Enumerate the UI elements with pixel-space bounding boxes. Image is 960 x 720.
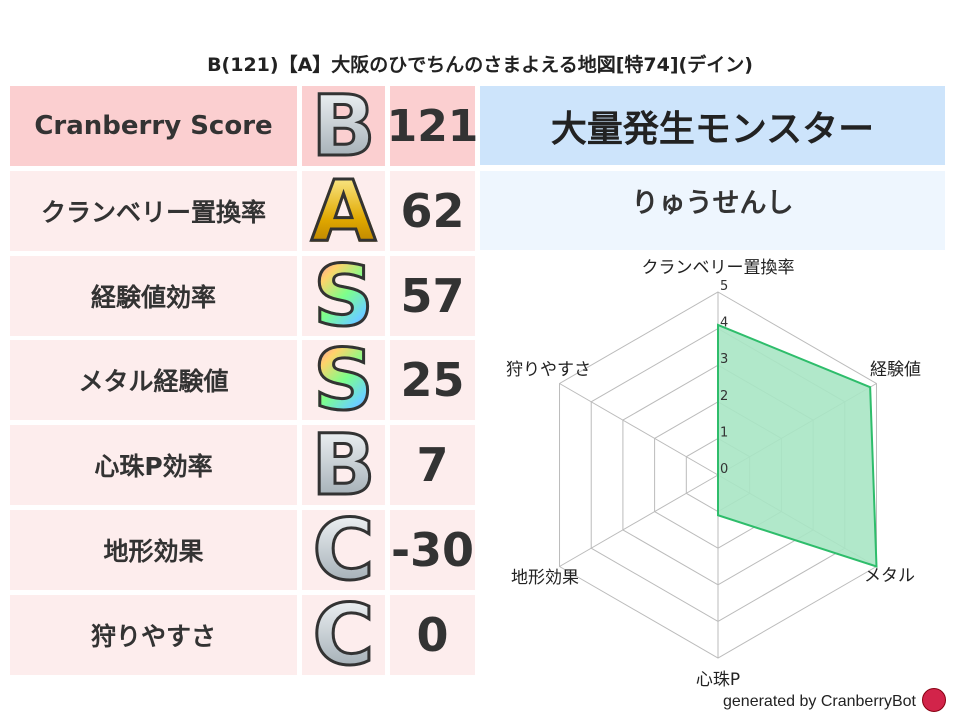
tick-label: 1 xyxy=(720,425,728,440)
grade-cell: S xyxy=(302,247,385,345)
grade-badge: C xyxy=(311,501,376,599)
grade-badge: S xyxy=(312,331,375,429)
tick-label: 4 xyxy=(720,316,728,331)
cranberry-logo-icon xyxy=(922,688,946,712)
grade-badge: B xyxy=(310,77,377,175)
row-value: 62 xyxy=(390,171,475,251)
row-label: 狩りやすさ xyxy=(10,595,297,675)
axis-label: 経験値 xyxy=(870,360,921,380)
row-label: 地形効果 xyxy=(10,510,297,590)
monster-header: 大量発生モンスター xyxy=(480,86,945,165)
grade-cell: C xyxy=(302,586,385,684)
row-value: 57 xyxy=(390,256,475,336)
row-label: 経験値効率 xyxy=(10,256,297,336)
grade-cell: B xyxy=(302,416,385,514)
row-value: 121 xyxy=(387,86,478,166)
row-value: 25 xyxy=(390,340,475,420)
tick-label: 0 xyxy=(720,462,728,477)
grade-cell: B xyxy=(302,77,385,175)
monster-name: りゅうせんし xyxy=(480,171,945,250)
page-title: B(121)【A】大阪のひでちんのさまよえる地図[特74](デイン) xyxy=(207,54,753,76)
data-polygon xyxy=(717,323,878,568)
grade-cell: A xyxy=(302,162,385,260)
grade-cell: S xyxy=(302,331,385,429)
grade-cell: C xyxy=(302,501,385,599)
row-label: クランベリー置換率 xyxy=(10,171,297,251)
tick-label: 5 xyxy=(720,279,728,294)
grade-badge: C xyxy=(311,586,376,684)
grade-badge: S xyxy=(312,247,375,345)
row-label: 心珠P効率 xyxy=(10,425,297,505)
axis-label: クランベリー置換率 xyxy=(642,258,795,278)
grid-spoke xyxy=(559,474,719,567)
footer-credit: generated by CranberryBot xyxy=(723,693,916,710)
row-label: メタル経験値 xyxy=(10,340,297,420)
grade-badge: B xyxy=(310,416,377,514)
row-label: Cranberry Score xyxy=(10,86,297,166)
tick-label: 2 xyxy=(720,389,728,404)
tick-label: 3 xyxy=(720,352,728,367)
axis-label: メタル xyxy=(864,566,915,586)
row-value: 7 xyxy=(390,425,475,505)
grid-spoke xyxy=(559,383,719,476)
grade-badge: A xyxy=(309,162,377,260)
axis-label: 狩りやすさ xyxy=(506,360,591,380)
axis-label: 地形効果 xyxy=(511,568,579,588)
axis-label: 心珠P xyxy=(696,670,740,690)
row-value: 0 xyxy=(390,595,475,675)
row-value: -30 xyxy=(390,510,475,590)
